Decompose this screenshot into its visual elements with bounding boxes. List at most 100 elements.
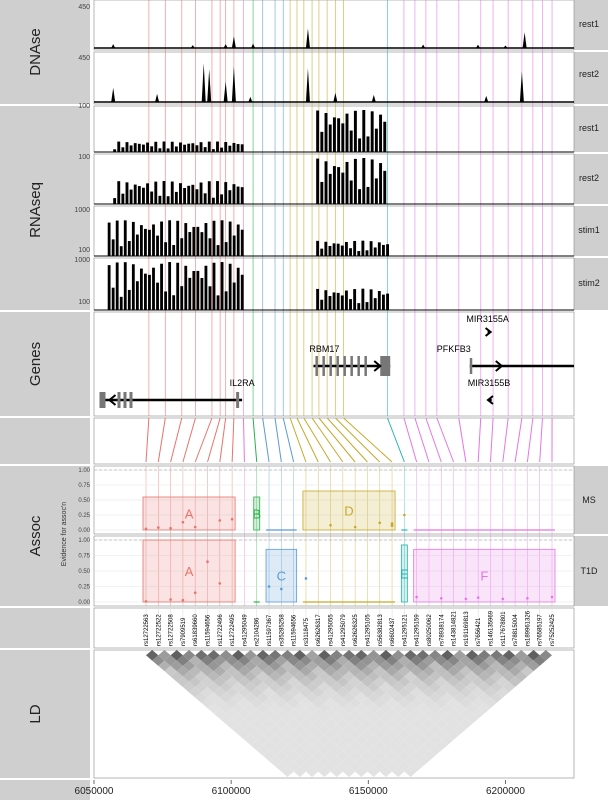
ld-cell — [373, 708, 386, 719]
snp-link — [262, 417, 270, 463]
rna-rest2-bar — [341, 172, 345, 204]
ld-cell — [453, 702, 466, 714]
ld-cell — [379, 660, 393, 672]
ld-cell — [250, 665, 263, 677]
ld-cell — [312, 761, 325, 772]
ld-cell — [324, 750, 337, 762]
strip-dnase — [0, 0, 90, 104]
ld-cell — [392, 745, 405, 756]
ld-cell — [299, 750, 313, 762]
ld-cell — [336, 697, 349, 709]
ld-cell — [453, 692, 466, 703]
ld-cell — [336, 665, 349, 677]
ld-cell — [195, 650, 208, 661]
ld-cell — [287, 739, 300, 751]
ld-cell — [515, 650, 528, 661]
ld-cell — [367, 671, 380, 682]
ld-cell — [459, 718, 473, 730]
ld-cell — [410, 697, 423, 709]
ld-cell — [496, 687, 509, 698]
dnase-rest2-peak — [223, 81, 228, 102]
dnase-rest2-peak — [305, 68, 310, 102]
rna-stim1-bar — [386, 244, 389, 256]
strip-dnase-rest1 — [574, 0, 608, 50]
snp-label: rs143814821 — [452, 610, 458, 646]
rna-rest1-bar — [349, 130, 353, 152]
rna-stim2-bar — [107, 265, 111, 310]
rna-stim2-bar — [349, 299, 352, 310]
ld-cell — [404, 713, 417, 725]
ld-cell — [293, 724, 306, 735]
ld-cell — [508, 676, 522, 688]
ld-cell — [379, 745, 393, 756]
ld-cell — [342, 734, 356, 746]
ld-cell — [435, 655, 448, 666]
t1d-point — [439, 596, 443, 600]
rna-stim2-bar — [382, 294, 385, 310]
snp-link — [436, 417, 455, 463]
dnase-rest2-peak — [519, 71, 524, 102]
snp-link — [207, 417, 221, 463]
ld-cell — [422, 676, 436, 688]
ld-cell — [508, 665, 522, 677]
ld-cell — [164, 665, 177, 677]
ld-cell — [330, 755, 343, 767]
ld-cell — [428, 660, 442, 672]
gene-exon — [315, 356, 318, 376]
ld-cell — [262, 655, 276, 666]
rna-rest2-bar — [203, 193, 207, 204]
rna-rest2-bar — [362, 158, 366, 204]
ld-cell — [410, 718, 423, 730]
snp-link — [252, 417, 258, 463]
ld-cell — [330, 766, 343, 777]
dnase-rest1-peak — [223, 44, 228, 48]
rna-stim1-bar — [328, 245, 332, 256]
rna-rest2-bar — [316, 158, 320, 204]
ld-cell — [250, 729, 263, 740]
ld-cell — [435, 676, 448, 688]
strip-ms — [574, 466, 608, 534]
ld-cell — [330, 671, 343, 682]
ld-cell — [275, 739, 288, 751]
ld-cell — [459, 655, 473, 666]
strip-ld-top — [0, 608, 90, 648]
ld-cell — [367, 755, 380, 767]
ld-cell — [447, 708, 460, 719]
ld-cell — [441, 734, 454, 746]
gene-exon — [350, 356, 353, 376]
ms-ytick: 0.00 — [78, 528, 90, 534]
ms-point — [144, 527, 148, 531]
rna-rest2-bar — [117, 181, 121, 204]
ld-cell — [404, 724, 417, 735]
ld-cell — [312, 750, 325, 762]
ld-cell — [262, 676, 276, 688]
ld-cell — [502, 650, 516, 661]
ld-cell — [299, 655, 313, 666]
snp-label: rs12722495 — [230, 614, 236, 646]
snp-link — [458, 417, 467, 463]
rna-stim2-bar — [111, 287, 115, 310]
ld-cell — [305, 766, 319, 777]
snp-label: rs62626317 — [316, 614, 322, 646]
dnase-rest1-peak — [305, 28, 310, 48]
dnase-rest1-peak — [190, 45, 195, 48]
track-label-dnase-rest1: rest1 — [579, 19, 599, 29]
rna-rest1-bar — [195, 145, 199, 152]
ld-cell — [410, 750, 423, 762]
ld-cell — [453, 713, 466, 725]
rna-rest2-bar — [121, 193, 125, 204]
ld-cell — [256, 745, 270, 756]
snp-link — [425, 417, 442, 463]
x-axis: 6050000 6100000 6150000 6200000 — [75, 780, 525, 797]
ld-cell — [336, 739, 349, 751]
rna-stim2-bar — [123, 262, 127, 310]
ld-cell — [465, 681, 479, 693]
rna-stim2-bar — [148, 274, 151, 310]
ld-cell — [293, 755, 306, 767]
rna-stim1-bar — [212, 220, 216, 256]
ld-cell — [299, 729, 313, 740]
gene-exon — [343, 356, 346, 376]
t1d-point — [304, 577, 308, 580]
ld-cell — [269, 713, 282, 725]
ld-cell — [349, 687, 362, 698]
